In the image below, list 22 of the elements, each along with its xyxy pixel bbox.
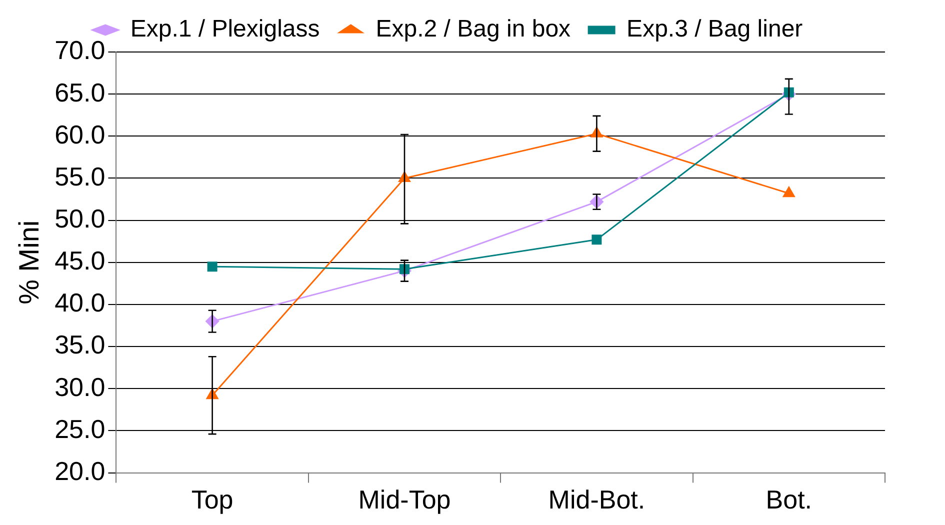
x-tick-label: Bot.: [766, 484, 812, 515]
legend-label: Exp.2 / Bag in box: [376, 16, 571, 43]
y-tick-label: 70.0: [54, 35, 106, 66]
point: [207, 262, 218, 272]
y-tick-label: 45.0: [54, 246, 106, 276]
point: [592, 234, 602, 245]
legend-label: Exp.1 / Plexiglass: [130, 16, 320, 43]
y-tick-label: 65.0: [54, 77, 106, 108]
x-tick-label: Mid-Bot.: [548, 484, 646, 515]
point: [782, 186, 795, 198]
x-tick-label: Mid-Top: [358, 484, 451, 515]
y-axis-title: % Mini: [14, 220, 45, 304]
legend-label: Exp.3 / Bag liner: [626, 16, 803, 43]
y-tick-label: 20.0: [54, 456, 106, 486]
y-tick-label: 50.0: [54, 203, 106, 234]
y-tick-label: 60.0: [54, 119, 106, 150]
y-tick-label: 55.0: [54, 161, 106, 192]
y-tick-label: 25.0: [54, 414, 106, 444]
y-tick-label: 40.0: [54, 288, 106, 318]
y-tick-label: 35.0: [54, 330, 106, 360]
x-tick-label: Top: [191, 484, 234, 515]
y-tick-label: 30.0: [54, 372, 106, 402]
